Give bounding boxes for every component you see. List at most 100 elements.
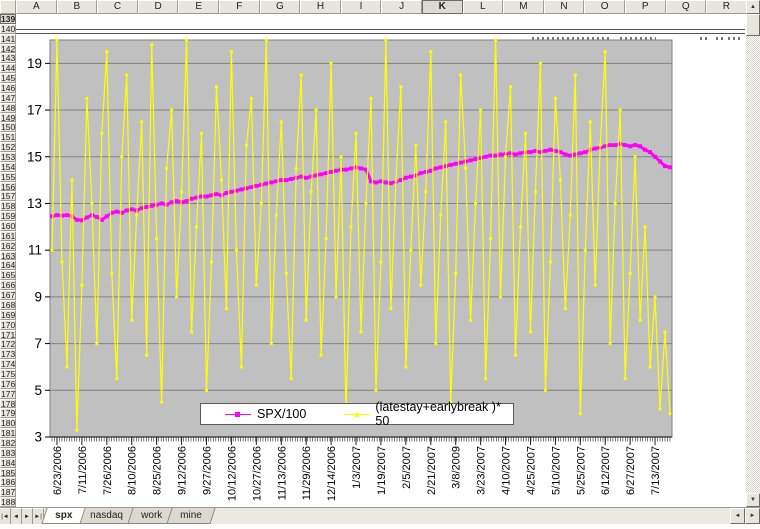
row-header-163[interactable]: 163: [0, 250, 16, 261]
row-header-151[interactable]: 151: [0, 132, 16, 143]
row-header-170[interactable]: 170: [0, 319, 16, 330]
select-all-corner[interactable]: [0, 0, 16, 14]
column-header-D[interactable]: D: [137, 0, 179, 14]
column-header-E[interactable]: E: [178, 0, 219, 14]
scroll-right-icon[interactable]: ►: [745, 508, 760, 524]
cell-text-fragment: [620, 37, 656, 40]
row-header-171[interactable]: 171: [0, 329, 16, 340]
row-header-173[interactable]: 173: [0, 349, 16, 360]
column-header-C[interactable]: C: [97, 0, 138, 14]
row-header-183[interactable]: 183: [0, 447, 16, 458]
row-header-184[interactable]: 184: [0, 457, 16, 468]
row-header-159[interactable]: 159: [0, 211, 16, 222]
row-header-167[interactable]: 167: [0, 290, 16, 300]
column-header-G[interactable]: G: [259, 0, 301, 14]
scroll-left-icon[interactable]: ◄: [730, 508, 745, 524]
row-header-161[interactable]: 161: [0, 230, 16, 241]
column-header-F[interactable]: F: [218, 0, 260, 14]
legend-entry-spx: SPX/100: [225, 407, 306, 421]
row-header-179[interactable]: 179: [0, 408, 16, 419]
row-header-149[interactable]: 149: [0, 112, 16, 123]
column-header-P[interactable]: P: [624, 0, 666, 14]
tab-first-icon[interactable]: |◄: [0, 508, 11, 524]
sheet-tab-spx[interactable]: spx: [41, 508, 86, 524]
tab-prev-icon[interactable]: ◄: [11, 508, 22, 524]
row-header-166[interactable]: 166: [0, 280, 16, 291]
row-header-153[interactable]: 153: [0, 152, 16, 162]
column-header-H[interactable]: H: [300, 0, 341, 14]
latestay-series-key-icon: [344, 410, 371, 419]
vertical-scrollbar[interactable]: ▲ ▼: [746, 0, 760, 507]
cell-text-fragment: [716, 37, 724, 40]
row-header-174[interactable]: 174: [0, 359, 16, 369]
cell-text-fragment: [728, 37, 742, 40]
row-header-154[interactable]: 154: [0, 161, 16, 172]
row-header-185[interactable]: 185: [0, 467, 16, 478]
legend-entry-latestay: (latestay+earlybreak )* 50: [344, 400, 513, 428]
column-header-Q[interactable]: Q: [665, 0, 707, 14]
row-header-168[interactable]: 168: [0, 299, 16, 310]
column-header-B[interactable]: B: [56, 0, 98, 14]
column-header-O[interactable]: O: [584, 0, 625, 14]
horizontal-scroll-buttons: ◄ ►: [730, 508, 760, 524]
row-double-border: [16, 29, 745, 34]
column-header-N[interactable]: N: [543, 0, 585, 14]
sheet-grid[interactable]: [16, 14, 746, 507]
row-header-180[interactable]: 180: [0, 418, 16, 429]
column-header-K[interactable]: K: [421, 0, 463, 14]
row-header-142[interactable]: 142: [0, 43, 16, 54]
row-header-148[interactable]: 148: [0, 102, 16, 113]
row-header-186[interactable]: 186: [0, 477, 16, 488]
row-header-177[interactable]: 177: [0, 388, 16, 399]
column-header-M[interactable]: M: [503, 0, 544, 14]
row-header-144[interactable]: 144: [0, 63, 16, 74]
row-header-143[interactable]: 143: [0, 53, 16, 64]
tab-next-icon[interactable]: ►: [22, 508, 33, 524]
row-header-152[interactable]: 152: [0, 142, 16, 153]
legend-label-latestay: (latestay+earlybreak )* 50: [375, 400, 501, 428]
row-header-141[interactable]: 141: [0, 33, 16, 44]
row-header-140[interactable]: 140: [0, 23, 16, 34]
row-header-160[interactable]: 160: [0, 221, 16, 231]
column-header-L[interactable]: L: [462, 0, 504, 14]
row-header-169[interactable]: 169: [0, 309, 16, 320]
column-header-I[interactable]: I: [340, 0, 382, 14]
row-header-178[interactable]: 178: [0, 398, 16, 409]
row-header-139[interactable]: 139: [0, 14, 16, 24]
spx-series-key-icon: [225, 410, 251, 419]
row-header-176[interactable]: 176: [0, 378, 16, 389]
row-header-146[interactable]: 146: [0, 83, 16, 93]
chart-legend[interactable]: SPX/100 (latestay+earlybreak )* 50: [200, 400, 514, 428]
scroll-down-icon[interactable]: ▼: [746, 493, 760, 507]
sheet-tabs: spx nasdaq work mine: [41, 508, 216, 524]
scroll-up-icon[interactable]: ▲: [746, 0, 760, 14]
row-header-156[interactable]: 156: [0, 181, 16, 192]
cell-text-fragment: [532, 37, 612, 40]
column-header-R[interactable]: R: [706, 0, 746, 14]
row-header-162[interactable]: 162: [0, 240, 16, 251]
row-headers: 139 140 141 142 143 144 145 146 147 148 149 150 151 1…: [0, 14, 16, 507]
vertical-scroll-thumb[interactable]: [746, 14, 760, 36]
row-header-172[interactable]: 172: [0, 339, 16, 350]
legend-label-spx: SPX/100: [257, 407, 307, 421]
row-header-150[interactable]: 150: [0, 122, 16, 133]
row-header-181[interactable]: 181: [0, 428, 16, 438]
column-header-J[interactable]: J: [381, 0, 422, 14]
row-header-145[interactable]: 145: [0, 73, 16, 84]
row-header-187[interactable]: 187: [0, 487, 16, 498]
row-header-188[interactable]: 188: [0, 497, 16, 507]
row-header-147[interactable]: 147: [0, 92, 16, 103]
row-header-155[interactable]: 155: [0, 171, 16, 182]
sheet-tab-mine[interactable]: mine: [166, 508, 216, 524]
row-header-165[interactable]: 165: [0, 270, 16, 281]
column-header-A[interactable]: A: [16, 0, 57, 14]
cell-text-fragment: [700, 37, 710, 40]
row-header-158[interactable]: 158: [0, 201, 16, 212]
sheet-tab-bar: |◄ ◄ ► ►| spx nasdaq work mine ◄ ►: [0, 507, 760, 524]
row-header-175[interactable]: 175: [0, 368, 16, 379]
row-header-182[interactable]: 182: [0, 437, 16, 448]
row-header-164[interactable]: 164: [0, 260, 16, 271]
row-header-157[interactable]: 157: [0, 191, 16, 202]
